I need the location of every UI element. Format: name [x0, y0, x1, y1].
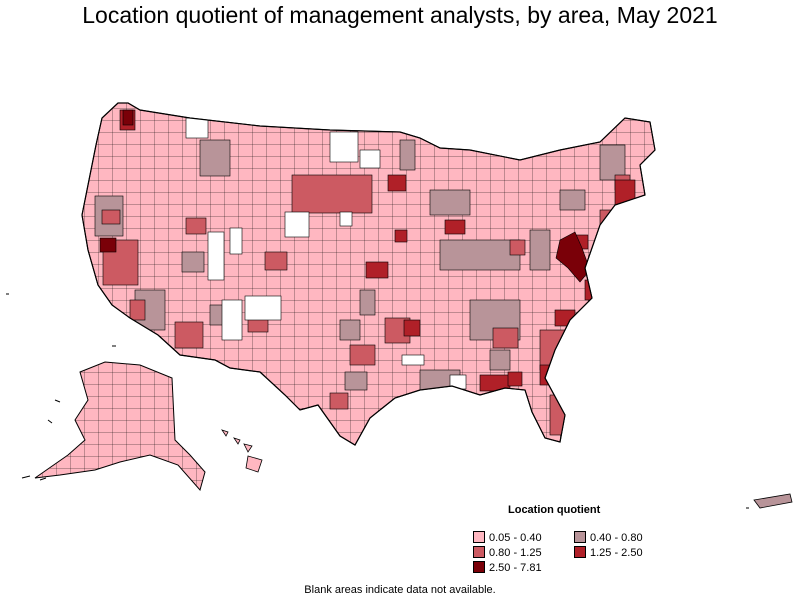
- legend-swatch-3: [473, 546, 485, 558]
- area-group-0.40-0.80: [94, 139, 626, 396]
- alaska: [21, 361, 206, 492]
- area-group-2.50-7.81: [99, 109, 591, 283]
- legend-label-2: 0.40 - 0.80: [590, 532, 643, 544]
- legend-swatch-1: [473, 531, 485, 543]
- legend-swatch-2: [574, 531, 586, 543]
- legend-item-3: 0.80 - 1.25: [473, 546, 542, 560]
- legend-label-4: 1.25 - 2.50: [590, 547, 643, 559]
- hawaii: [221, 429, 263, 473]
- map-title: Location quotient of management analysts…: [82, 2, 718, 28]
- legend-label-1: 0.05 - 0.40: [489, 532, 542, 544]
- puerto-rico: [746, 493, 793, 509]
- legend-item-2: 0.40 - 0.80: [574, 531, 643, 545]
- legend-item-1: 0.05 - 0.40: [473, 531, 542, 545]
- legend-swatch-5: [473, 561, 485, 573]
- legend-label-3: 0.80 - 1.25: [489, 547, 542, 559]
- legend-item-5: 2.50 - 7.81: [473, 561, 542, 575]
- no-data-areas: [185, 117, 467, 390]
- map-islands: [6, 293, 116, 347]
- legend-swatch-4: [574, 546, 586, 558]
- legend-label-5: 2.50 - 7.81: [489, 562, 542, 574]
- legend-title: Location quotient: [508, 504, 601, 516]
- data-note: Blank areas indicate data not available.: [304, 584, 496, 596]
- legend-item-4: 1.25 - 2.50: [574, 546, 643, 560]
